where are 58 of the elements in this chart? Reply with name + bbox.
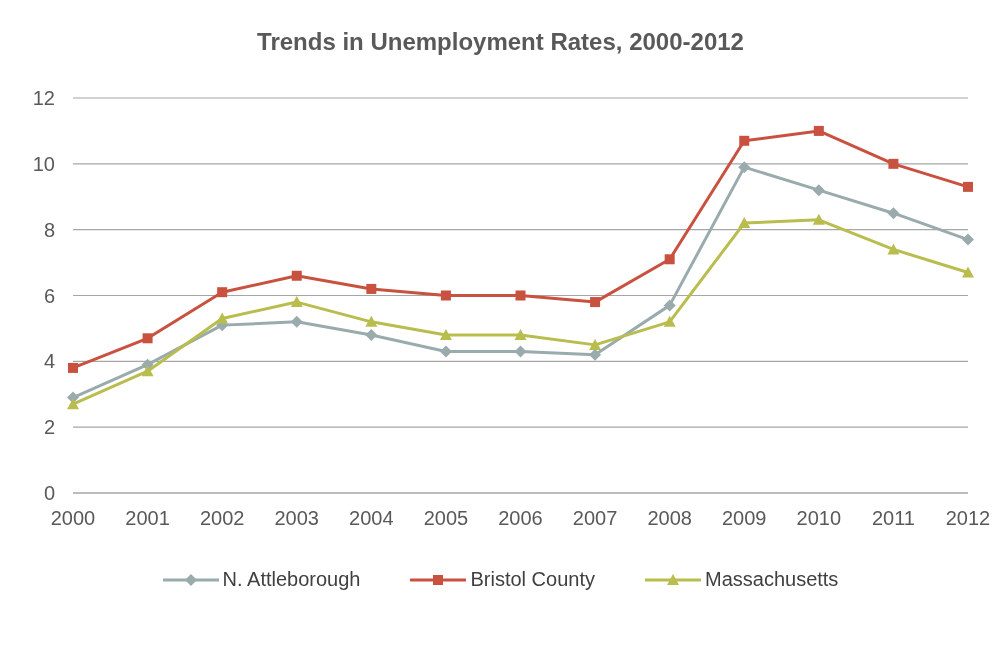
point [812, 213, 825, 225]
x-tick-label: 2011 [871, 507, 915, 530]
y-tick-label: 4 [43, 350, 55, 373]
point [290, 296, 303, 308]
y-tick-label: 12 [32, 87, 55, 110]
x-tick-label: 2000 [50, 507, 96, 530]
x-tick-label: 2005 [423, 507, 469, 530]
point [291, 270, 302, 281]
point [887, 207, 900, 220]
legend-label: Bristol County [470, 568, 595, 591]
y-tick-label: 6 [43, 284, 55, 307]
point [217, 287, 228, 298]
y-tick-label: 10 [32, 152, 55, 175]
point [366, 283, 377, 294]
x-tick-label: 2009 [722, 507, 767, 530]
point [439, 329, 452, 340]
point [738, 161, 751, 174]
point [67, 398, 79, 410]
point [663, 299, 676, 312]
point [439, 345, 452, 358]
point [963, 181, 973, 192]
x-tick-label: 2004 [349, 507, 394, 530]
point [888, 158, 899, 169]
point [365, 329, 378, 341]
x-tick-label: 2007 [572, 507, 618, 530]
point [962, 233, 974, 246]
point [365, 315, 378, 327]
point [962, 266, 974, 278]
point [663, 315, 676, 327]
x-tick-label: 2002 [199, 507, 245, 530]
y-tick-label: 0 [43, 482, 55, 505]
x-tick-label: 2006 [498, 507, 543, 530]
point [738, 217, 751, 229]
legend-label: N. Attleborough [222, 568, 361, 591]
point [590, 297, 601, 308]
y-tick-label: 8 [43, 218, 55, 241]
point [216, 312, 229, 324]
point [68, 362, 78, 373]
point [440, 290, 451, 301]
point [514, 329, 527, 340]
point [664, 254, 675, 265]
legend-label: Massachusetts [704, 568, 839, 591]
point [515, 290, 526, 301]
point [290, 315, 303, 328]
y-tick-label: 2 [43, 416, 55, 439]
x-tick-label: 2001 [125, 507, 170, 530]
point [812, 184, 825, 197]
x-tick-label: 2003 [274, 507, 319, 530]
chart-title: Trends in Unemployment Rates, 2000-2012 [256, 27, 745, 57]
point [142, 333, 153, 344]
x-tick-label: 2008 [647, 507, 692, 530]
point [887, 243, 900, 255]
x-tick-label: 2012 [945, 507, 991, 530]
point [813, 125, 824, 136]
point [589, 338, 602, 350]
x-tick-label: 2010 [796, 507, 842, 530]
point [141, 365, 154, 377]
point [739, 135, 750, 146]
